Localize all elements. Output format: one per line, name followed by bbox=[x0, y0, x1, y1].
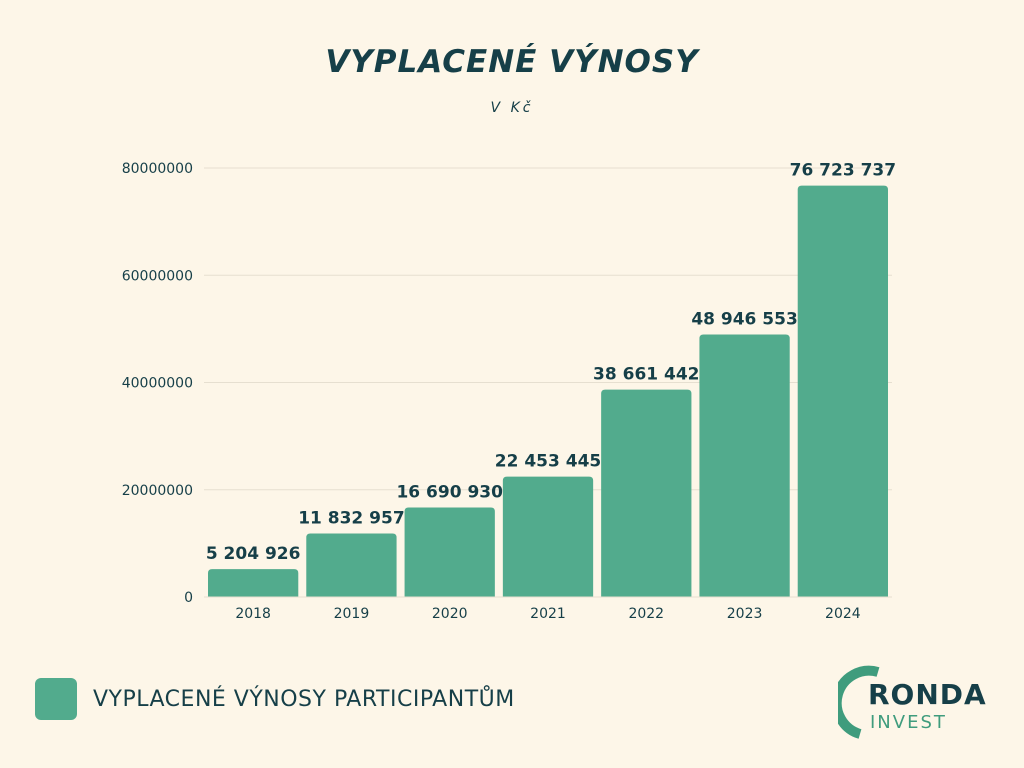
legend: VYPLACENÉ VÝNOSY PARTICIPANTŮM bbox=[35, 678, 515, 720]
x-tick-label: 2018 bbox=[235, 606, 271, 622]
bar bbox=[797, 185, 888, 597]
y-tick-label: 20000000 bbox=[122, 483, 193, 499]
x-tick-label: 2023 bbox=[727, 606, 763, 622]
logo-text-ronda: RONDA bbox=[868, 678, 987, 711]
x-tick-label: 2022 bbox=[628, 606, 664, 622]
bar-chart: 0 20000000 40000000 60000000 80000000 5 204 9… bbox=[122, 161, 896, 622]
y-tick-label: 60000000 bbox=[122, 268, 193, 284]
logo-arc-icon bbox=[838, 665, 880, 739]
legend-label: VYPLACENÉ VÝNOSY PARTICIPANTŮM bbox=[93, 686, 515, 712]
chart-subtitle: V Kč bbox=[490, 100, 534, 116]
x-tick-label: 2019 bbox=[334, 606, 370, 622]
data-label: 5 204 926 bbox=[206, 544, 301, 564]
data-label: 48 946 553 bbox=[691, 310, 797, 330]
legend-swatch bbox=[35, 678, 77, 720]
y-tick-label: 0 bbox=[184, 590, 193, 606]
data-label: 38 661 442 bbox=[593, 365, 699, 385]
chart-title: VYPLACENÉ VÝNOSY bbox=[325, 44, 699, 80]
bar bbox=[208, 569, 299, 597]
data-label: 16 690 930 bbox=[396, 482, 503, 502]
bar bbox=[404, 507, 495, 597]
y-tick-label: 40000000 bbox=[122, 376, 193, 392]
bar bbox=[601, 389, 692, 597]
data-label: 76 723 737 bbox=[790, 161, 896, 181]
data-label: 22 453 445 bbox=[495, 452, 601, 472]
x-tick-label: 2024 bbox=[825, 606, 861, 622]
bar bbox=[699, 334, 790, 597]
logo-text-invest: INVEST bbox=[870, 712, 947, 733]
data-label: 11 832 957 bbox=[298, 509, 404, 529]
x-tick-label: 2020 bbox=[432, 606, 468, 622]
x-tick-label: 2021 bbox=[530, 606, 566, 622]
y-tick-label: 80000000 bbox=[122, 161, 193, 177]
ronda-invest-logo: RONDA INVEST bbox=[838, 664, 998, 744]
bar bbox=[306, 533, 397, 597]
bar bbox=[502, 476, 594, 597]
